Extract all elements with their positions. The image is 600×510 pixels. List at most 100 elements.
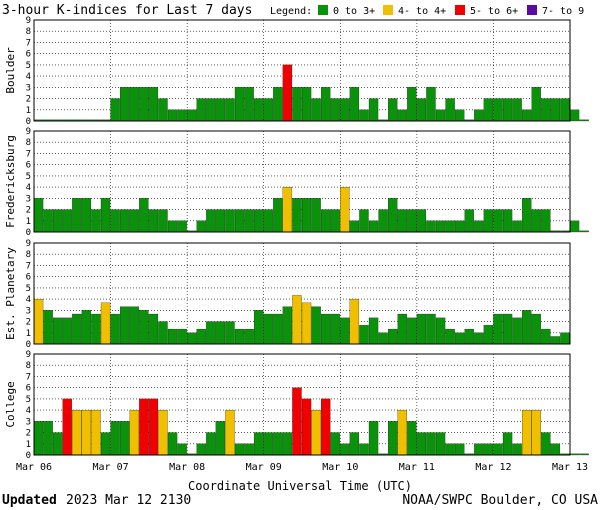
bar [474, 443, 484, 456]
bar [512, 443, 522, 456]
y-tick-label: 3 [26, 417, 31, 427]
bar [321, 313, 331, 345]
bar [129, 209, 139, 233]
bar [426, 87, 436, 122]
bar [502, 209, 513, 233]
bar [579, 230, 589, 233]
bar [311, 306, 321, 345]
bar [455, 443, 465, 456]
bar [445, 98, 455, 122]
bar [435, 432, 446, 456]
panel-frame [33, 353, 571, 456]
bar [215, 98, 226, 122]
bar [531, 409, 541, 456]
bar [522, 310, 532, 345]
bar [435, 317, 446, 345]
bar [349, 298, 360, 345]
bar [196, 220, 206, 233]
bar [215, 321, 226, 345]
y-tick-label: 6 [26, 161, 31, 171]
y-tick-label: 5 [26, 284, 31, 294]
bar [474, 109, 484, 122]
bar [368, 317, 379, 345]
bar [158, 209, 168, 233]
bar [53, 317, 63, 345]
bar [292, 387, 302, 456]
bar [100, 198, 111, 233]
bar [368, 98, 379, 122]
y-tick-label: 4 [26, 295, 31, 305]
bar [378, 209, 388, 233]
bar [522, 409, 532, 456]
bar [196, 328, 206, 345]
legend-swatch [455, 5, 465, 15]
legend-item-label: 0 to 3+ [333, 6, 375, 17]
bar [301, 398, 312, 456]
y-tick-label: 7 [26, 149, 31, 159]
bar [292, 87, 302, 122]
bar [177, 328, 187, 345]
y-tick-label: 5 [26, 395, 31, 405]
y-tick-label: 8 [26, 361, 31, 371]
bar [560, 98, 570, 122]
bar [397, 109, 407, 122]
bar [206, 98, 216, 122]
bar [483, 98, 494, 122]
bar [569, 109, 580, 122]
bar [445, 443, 455, 456]
bar [72, 198, 82, 233]
bar [407, 421, 417, 456]
y-tick-label: 1 [26, 329, 31, 339]
bar [53, 432, 63, 456]
bar [177, 109, 187, 122]
bar [579, 453, 589, 456]
bar [550, 98, 561, 122]
bar [569, 220, 580, 233]
bar [139, 198, 149, 233]
bar [282, 432, 293, 456]
bar [215, 421, 226, 456]
bar [206, 209, 216, 233]
bar [72, 409, 82, 456]
bar [493, 98, 503, 122]
bar [493, 443, 503, 456]
bar [244, 87, 254, 122]
bar [225, 209, 235, 233]
y-tick-label: 7 [26, 38, 31, 48]
bar [311, 198, 321, 233]
bar [445, 220, 455, 233]
bar [129, 409, 139, 456]
bar [426, 432, 436, 456]
y-tick-label: 6 [26, 50, 31, 60]
bar [120, 421, 130, 456]
y-tick-label: 4 [26, 183, 31, 193]
bar [91, 209, 101, 233]
bar [512, 98, 522, 122]
bar [301, 198, 312, 233]
bar [110, 313, 120, 345]
y-tick-label: 6 [26, 273, 31, 283]
station-label: Boulder [4, 47, 17, 94]
bar [282, 306, 293, 345]
bar [100, 302, 111, 345]
bar [416, 313, 427, 345]
bar [359, 209, 369, 233]
x-axis: Mar 06 Mar 07 Mar 08 Mar 09 Mar 10 Mar 11 Mar … [16, 462, 588, 473]
bar [148, 313, 159, 345]
y-tick-label: 2 [26, 429, 31, 439]
bar [330, 98, 340, 122]
bar [349, 87, 360, 122]
bar [455, 109, 465, 122]
bar [43, 310, 53, 345]
y-tick-label: 1 [26, 106, 31, 116]
bar [512, 317, 522, 345]
bar [187, 109, 197, 122]
bar [301, 302, 312, 345]
bar [464, 328, 474, 345]
bar [502, 98, 513, 122]
bar [62, 209, 72, 233]
bar [483, 443, 494, 456]
bar [330, 313, 340, 345]
